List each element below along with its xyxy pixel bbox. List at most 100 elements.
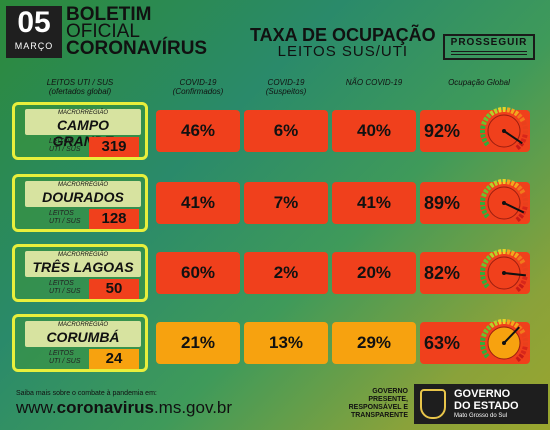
gauge-segment [513,182,520,189]
gauge-segment [497,107,502,113]
prosseguir-label: PROSSEGUIR [450,37,528,48]
footer-url-pre: www. [16,398,57,417]
gauge-segment [516,255,523,261]
col-header-nao-covid-1: NÃO COVID-19 [345,78,403,87]
gauge-needle [503,130,523,145]
global-occupancy: 63% [420,319,530,364]
gauge-segment [502,107,506,113]
gauge-segment [480,129,486,134]
gauge-segment [480,201,486,206]
gauge-segment [522,346,528,351]
beds-label-2: UTI / SUS [49,288,81,295]
region-card: MACRORREGIÃO TRÊS LAGOAS LEITOS UTI / SUS 50 [12,244,148,302]
region-card: MACRORREGIÃO DOURADOS LEITOS UTI / SUS 128 [12,174,148,232]
gauge-segment [522,337,528,342]
gauge-hub [502,129,506,133]
gauge-segment [520,137,527,143]
gauge-segment [493,108,498,114]
gauge-segment [481,192,487,198]
government-slogan: GOVERNO PRESENTE, RESPONSÁVEL E TRANSPAR… [346,388,408,420]
region-card: MACRORREGIÃO CORUMBÁ LEITOS UTI / SUS 24 [12,314,148,372]
logo-line-2: DO ESTADO [454,400,519,412]
region-name: CORUMBÁ [46,329,120,345]
prosseguir-lines [451,51,527,55]
col-header-leitos-1: LEITOS UTI / SUS [46,78,114,87]
gauge-segment [480,133,486,139]
beds-count: 128 [89,209,139,229]
region-type: MACRORREGIÃO [57,182,108,188]
gauge-segment [510,180,516,187]
beds-label: LEITOS UTI / SUS [49,210,81,226]
gauge-segment [515,286,522,293]
gauge-icon [480,179,528,223]
covid-confirmed-value: 41% [156,182,240,224]
gauge-icon [480,107,528,151]
region-type: MACRORREGIÃO [57,252,108,258]
region-name: DOURADOS [42,189,124,205]
slogan-line-2: PRESENTE, [368,396,408,403]
beds-count: 319 [89,137,139,157]
gauge-segment [502,249,506,255]
col-header-nao-covid: NÃO COVID-19 [332,78,416,87]
gauge-segment [513,252,520,259]
beds-label-2: UTI / SUS [49,358,81,365]
gauge-segment [513,110,520,117]
gauge-segment [522,197,528,202]
gauge-segment [506,319,511,325]
gauge-segment [510,320,516,327]
gauge-segment [519,116,526,123]
col-header-leitos: LEITOS UTI / SUS (ofertados global) [12,78,148,96]
gauge-segment [515,356,522,363]
gauge-segment [480,275,486,281]
col-header-leitos-2: (ofertados global) [48,87,112,96]
gauge-segment [483,258,489,264]
slogan-line-3: RESPONSÁVEL E [348,404,408,411]
gauge-segment [522,342,528,346]
region-label: MACRORREGIÃO CORUMBÁ [25,321,141,347]
region-type: MACRORREGIÃO [57,322,108,328]
gauge-segment [497,249,502,255]
gauge-segment [481,137,488,143]
date-badge: 05 MARÇO [6,6,62,58]
gauge-segment [493,180,498,186]
gauge-segment [520,349,527,355]
region-label: MACRORREGIÃO CAMPO GRANDE [25,109,141,149]
col-header-suspeitos: COVID-19 (Suspeitos) [244,78,328,96]
gauge-segment [522,206,528,211]
gauge-segment [483,116,489,122]
page-title: TAXA DE OCUPAÇÃO LEITOS SUS/UTI [250,26,436,60]
gauge-segment [506,249,511,255]
footer-url[interactable]: www.coronavirus.ms.gov.br [16,398,232,418]
covid-suspected-value: 7% [244,182,328,224]
gauge-segment [485,325,492,331]
gauge-segment [489,252,495,259]
non-covid-value: 29% [332,322,416,364]
gauge-segment [483,213,490,219]
covid-confirmed-value: 60% [156,252,240,294]
beds-label-1: LEITOS [49,138,74,145]
footer-note: Saiba mais sobre o combate à pandemia em… [16,390,157,397]
global-occupancy-value: 63% [424,333,461,353]
date-day: 05 [17,6,51,39]
gauge-segment [521,263,528,268]
gauge-segment [493,320,498,326]
footer-url-post: .ms.gov.br [153,398,233,417]
gauge-segment [497,319,502,325]
global-occupancy: 89% [420,179,530,224]
gauge-segment [521,193,528,198]
region-name: TRÊS LAGOAS [32,259,134,275]
covid-suspected-value: 13% [244,322,328,364]
covid-suspected-value: 2% [244,252,328,294]
global-occupancy: 82% [420,249,530,294]
coat-of-arms-icon [420,389,446,419]
gauge-segment [518,283,525,289]
beds-count: 24 [89,349,139,369]
global-occupancy-value: 92% [424,121,461,141]
gauge-segment [481,209,488,215]
gauge-segment [481,262,487,268]
gauge-segment [480,267,486,272]
region-type: MACRORREGIÃO [57,110,108,116]
gauge-segment [518,213,525,219]
gauge-needle [503,202,525,214]
gauge-segment [489,182,495,189]
